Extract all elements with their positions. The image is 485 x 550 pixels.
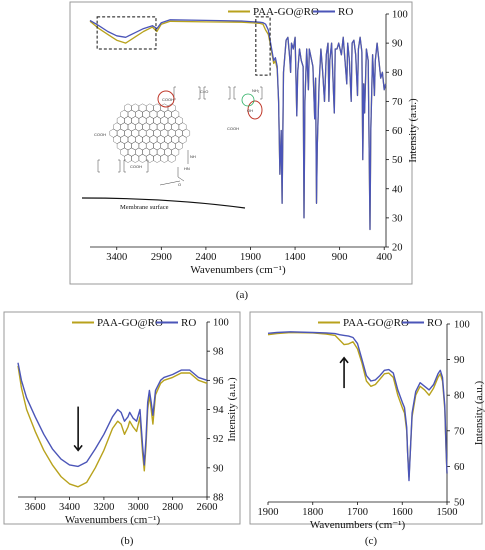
y-tick-label: 96 — [213, 376, 224, 387]
graphene-hexagons — [109, 103, 190, 163]
x-tick-label: 2800 — [162, 502, 183, 513]
caption-b: (b) — [121, 535, 134, 547]
y-tick-label: 60 — [392, 126, 403, 137]
y-tick-label: 50 — [454, 498, 465, 509]
highlight-circle-1 — [157, 90, 175, 108]
y-tick-label: 100 — [392, 10, 408, 21]
panel-c-frame — [249, 311, 483, 525]
y-tick-label: 20 — [392, 243, 403, 254]
series-line-paa-go-ro — [17, 365, 208, 488]
group-label-8: C=O — [200, 89, 208, 94]
panel-b-frame — [3, 311, 241, 525]
polymer-brackets — [97, 86, 263, 186]
x-axis-label: Wavenumbers (cm⁻¹) — [65, 514, 161, 526]
x-axis-label: Wavenumbers (cm⁻¹) — [190, 264, 286, 276]
x-tick-label: 2600 — [197, 502, 218, 513]
x-tick-label: 2900 — [151, 252, 172, 263]
y-tick-label: 94 — [213, 405, 224, 416]
legend-label: PAA-GO@RO — [253, 6, 319, 18]
y-tick-label: 90 — [392, 39, 403, 50]
series-line-paa-go-ro — [267, 331, 448, 478]
group-label-3: COOH — [130, 164, 142, 169]
highlight-circle-3 — [241, 93, 255, 107]
x-tick-label: 3600 — [25, 502, 46, 513]
highlight-box-carbonyl — [255, 16, 271, 76]
membrane-surface-line — [81, 197, 246, 209]
arrow-carbonyl-head — [339, 356, 349, 364]
y-tick-label: 88 — [213, 493, 224, 504]
y-tick-label: 70 — [392, 97, 403, 108]
x-tick-label: 1800 — [302, 507, 323, 518]
series-line-ro — [89, 19, 387, 231]
y-tick-label: 80 — [454, 391, 465, 402]
x-tick-label: 1400 — [285, 252, 306, 263]
y-axis-label: Intensity (a.u.) — [407, 98, 419, 163]
x-axis-label: Wavenumbers (cm⁻¹) — [310, 519, 406, 531]
y-tick-label: 90 — [454, 355, 465, 366]
x-tick-label: 2400 — [195, 252, 216, 263]
y-tick-label: 70 — [454, 426, 465, 437]
x-tick-label: 1900 — [240, 252, 261, 263]
legend-label: PAA-GO@RO — [97, 317, 163, 329]
group-label-1: COOH — [162, 97, 174, 102]
series-line-ro — [17, 362, 208, 468]
group-label-9: NH₂ — [252, 88, 260, 93]
legend-label: RO — [338, 6, 353, 18]
y-axis-label: Intensity (a.u.) — [226, 377, 238, 442]
structure-inset: Membrane surface COOH COOH COOH COOH NH … — [81, 86, 263, 211]
graphene-oxide-sheet — [109, 103, 190, 163]
y-tick-label: 60 — [454, 462, 465, 473]
highlight-circle-2 — [247, 100, 263, 120]
y-tick-label: 100 — [454, 320, 470, 331]
y-tick-label: 50 — [392, 155, 403, 166]
y-tick-label: 80 — [392, 68, 403, 79]
group-label-7: OH — [247, 108, 253, 113]
x-tick-label: 1600 — [392, 507, 413, 518]
legend-label: RO — [181, 317, 196, 329]
legend-label: PAA-GO@RO — [343, 317, 409, 329]
highlight-box-oh — [96, 16, 157, 50]
x-tick-label: 3200 — [93, 502, 114, 513]
x-tick-label: 3400 — [106, 252, 127, 263]
caption-c: (c) — [365, 535, 378, 547]
membrane-surface-label: Membrane surface — [120, 204, 169, 211]
y-tick-label: 30 — [392, 213, 403, 224]
arrow-oh-head — [73, 444, 83, 452]
group-label-0: COOH — [94, 132, 106, 137]
legend-label: RO — [427, 317, 442, 329]
y-tick-label: 100 — [213, 318, 229, 329]
group-label-2: COOH — [227, 126, 239, 131]
x-tick-label: 900 — [332, 252, 348, 263]
x-tick-label: 400 — [376, 252, 392, 263]
group-label-4: NH — [190, 154, 196, 159]
caption-a: (a) — [236, 289, 249, 301]
x-tick-label: 1500 — [437, 507, 458, 518]
y-tick-label: 98 — [213, 347, 224, 358]
x-tick-label: 1900 — [258, 507, 279, 518]
y-tick-label: 92 — [213, 434, 224, 445]
series-line-ro — [267, 331, 448, 482]
x-tick-label: 3000 — [128, 502, 149, 513]
y-tick-label: 90 — [213, 463, 224, 474]
group-label-6: O — [178, 182, 181, 187]
y-tick-label: 40 — [392, 184, 403, 195]
x-tick-label: 1700 — [347, 507, 368, 518]
x-tick-label: 3400 — [59, 502, 80, 513]
group-label-5: HN — [184, 166, 190, 171]
y-axis-label: Intensity (a.u.) — [473, 380, 485, 445]
